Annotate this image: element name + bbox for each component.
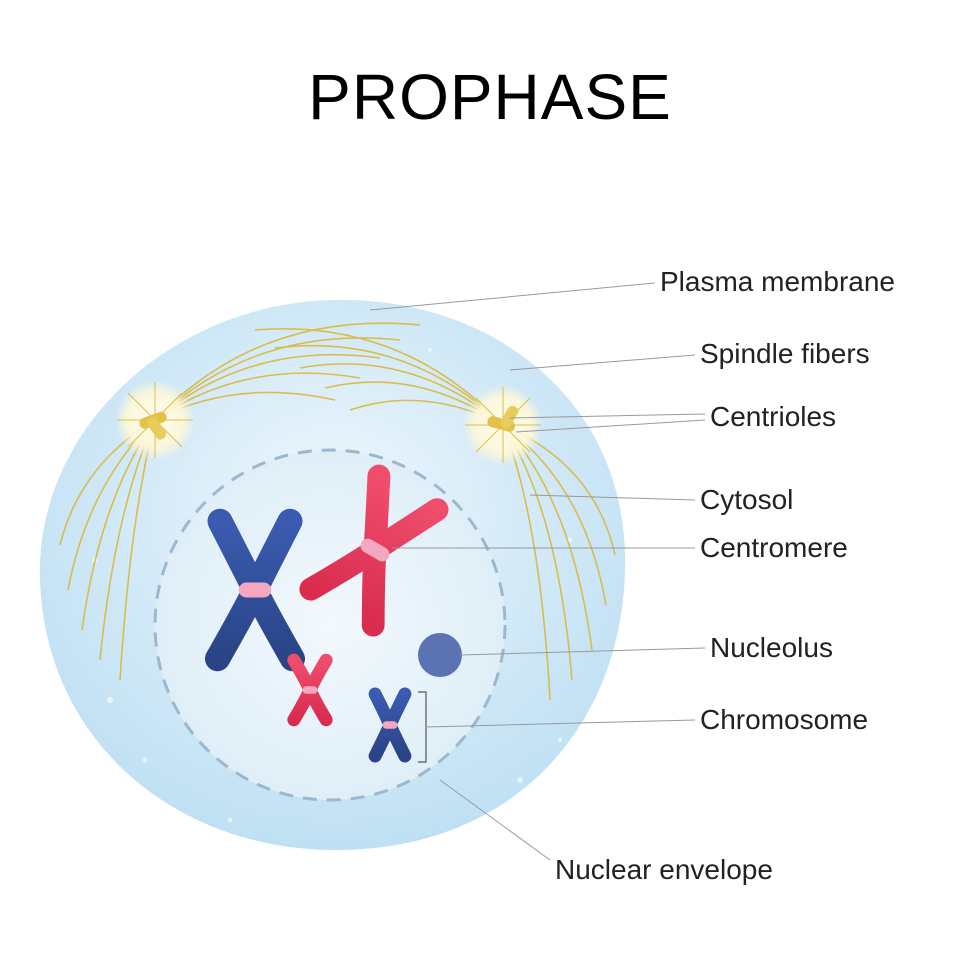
diagram-canvas: PROPHASE bbox=[0, 0, 980, 980]
centriole-left bbox=[115, 380, 195, 460]
nucleolus bbox=[418, 633, 462, 677]
nucleus bbox=[155, 450, 505, 800]
label-chromosome: Chromosome bbox=[700, 704, 868, 736]
prophase-diagram-svg bbox=[0, 0, 980, 980]
label-centrioles: Centrioles bbox=[710, 401, 836, 433]
label-nuclear-envelope: Nuclear envelope bbox=[555, 854, 773, 886]
centriole-right bbox=[463, 385, 543, 465]
label-plasma-membrane: Plasma membrane bbox=[660, 266, 895, 298]
label-nucleolus: Nucleolus bbox=[710, 632, 833, 664]
label-centromere: Centromere bbox=[700, 532, 848, 564]
label-spindle-fibers: Spindle fibers bbox=[700, 338, 870, 370]
label-cytosol: Cytosol bbox=[700, 484, 793, 516]
